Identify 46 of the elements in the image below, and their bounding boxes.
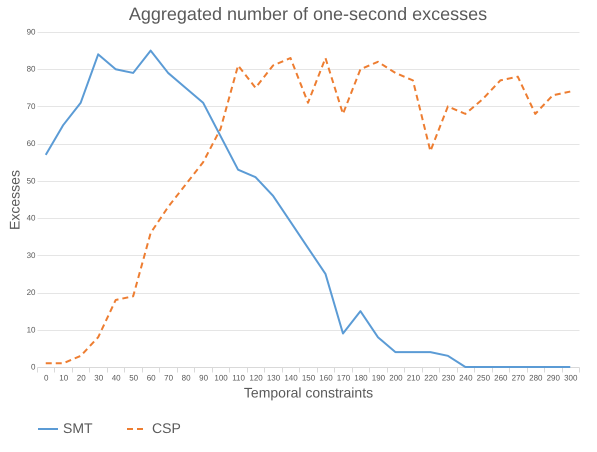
x-tick-label: 170 xyxy=(336,374,351,382)
x-tick-label: 230 xyxy=(442,374,456,382)
y-tick-label: 0 xyxy=(31,362,36,372)
y-axis-title: Excesses xyxy=(6,170,23,230)
x-tick-label: 110 xyxy=(232,374,246,382)
x-tick-label: 220 xyxy=(424,374,438,382)
x-tick-label: 150 xyxy=(302,374,316,382)
x-tick-label: 240 xyxy=(459,374,474,382)
x-tick-label: 200 xyxy=(389,374,404,382)
x-tick-label: 50 xyxy=(129,374,139,382)
legend-label: CSP xyxy=(152,420,181,436)
x-tick-label: 130 xyxy=(266,374,281,382)
x-tick-label: 70 xyxy=(164,374,174,382)
y-tick-label: 90 xyxy=(26,28,36,36)
x-tick-label: 260 xyxy=(494,374,508,382)
x-tick-label: 290 xyxy=(546,374,560,382)
x-tick-label: 120 xyxy=(249,374,264,382)
y-tick-label: 80 xyxy=(26,64,36,74)
x-tick-label: 60 xyxy=(146,374,156,382)
x-tick-label: 160 xyxy=(319,374,334,382)
x-tick-label: 20 xyxy=(76,374,86,382)
x-tick-label: 300 xyxy=(564,374,578,382)
x-tick-label: 190 xyxy=(372,374,386,382)
chart-title: Aggregated number of one-second excesses xyxy=(128,4,488,24)
x-tick-label: 140 xyxy=(284,374,298,382)
x-tick-label: 0 xyxy=(44,374,50,382)
x-tick-label: 80 xyxy=(182,374,192,382)
x-tick-label: 40 xyxy=(112,374,122,382)
y-tick-label: 30 xyxy=(26,250,36,260)
x-tick-label: 90 xyxy=(199,374,209,382)
y-tick-label: 40 xyxy=(26,214,36,223)
x-tick-label: 270 xyxy=(512,374,526,382)
y-tick-label: 10 xyxy=(26,325,36,334)
x-tick-label: 250 xyxy=(476,374,491,382)
legend-label: SMT xyxy=(63,420,93,436)
x-tick-label: 180 xyxy=(354,374,368,382)
x-tick-label: 100 xyxy=(214,374,228,382)
x-tick-label: 280 xyxy=(529,374,544,382)
x-tick-label: 210 xyxy=(406,374,421,382)
y-tick-label: 70 xyxy=(26,102,36,111)
x-tick-label: 10 xyxy=(59,374,69,382)
x-tick-label: 30 xyxy=(94,374,104,382)
x-axis-title: Temporal constraints xyxy=(244,384,374,400)
y-tick-label: 60 xyxy=(26,139,36,148)
y-tick-label: 50 xyxy=(26,176,36,186)
y-tick-label: 20 xyxy=(26,288,36,298)
